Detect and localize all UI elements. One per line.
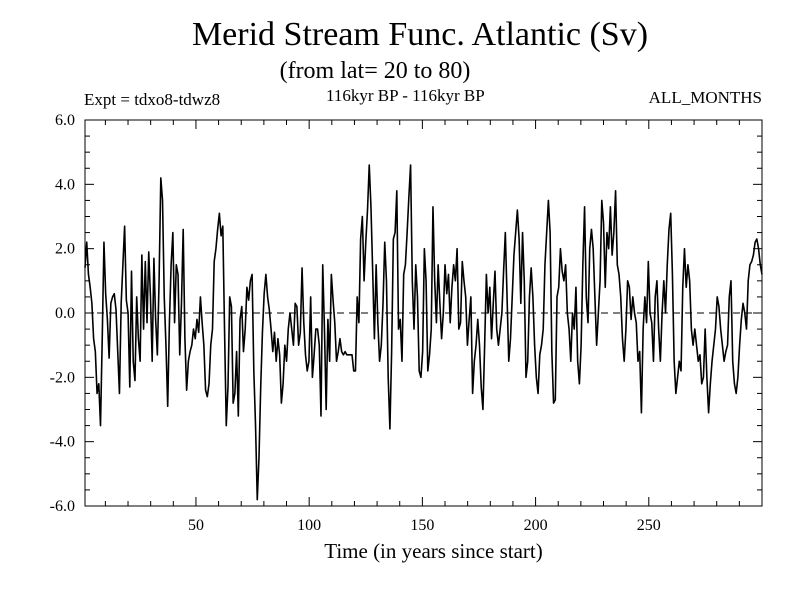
y-tick-label: -2.0 — [50, 369, 75, 386]
chart-subtitle: (from lat= 20 to 80) — [279, 58, 471, 84]
x-tick-label: 50 — [188, 517, 204, 534]
x-tick-label: 200 — [524, 517, 548, 534]
x-tick-label: 100 — [297, 517, 321, 534]
x-tick-label: 150 — [410, 517, 434, 534]
y-tick-label: 0.0 — [55, 305, 75, 322]
y-tick-label: -4.0 — [50, 434, 75, 451]
series-line — [84, 164, 763, 501]
y-tick-label: 6.0 — [55, 112, 75, 129]
y-tick-label: 4.0 — [55, 176, 75, 193]
months-label: ALL_MONTHS — [648, 88, 762, 107]
period-label: 116kyr BP - 116kyr BP — [326, 86, 485, 105]
x-axis-label: Time (in years since start) — [324, 539, 543, 563]
chart-title: Merid Stream Func. Atlantic (Sv) — [191, 16, 649, 53]
experiment-label: Expt = tdxo8-tdwz8 — [84, 90, 221, 109]
x-tick-label: 250 — [637, 517, 661, 534]
y-tick-label: -6.0 — [50, 498, 75, 515]
y-tick-label: 2.0 — [55, 241, 75, 258]
